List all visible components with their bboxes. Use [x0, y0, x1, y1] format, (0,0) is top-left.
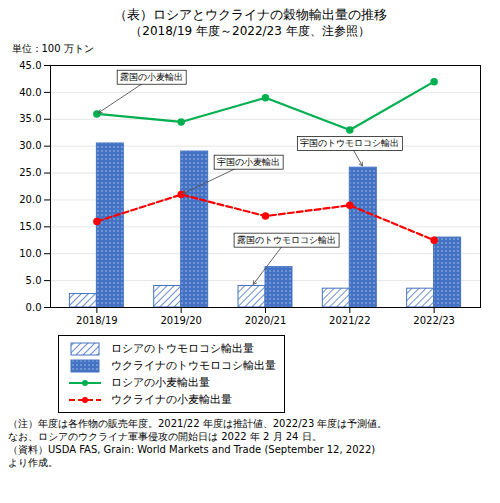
- svg-text:2021/22: 2021/22: [329, 315, 371, 326]
- svg-text:5.0: 5.0: [26, 275, 42, 286]
- svg-text:露国の小麦輸出: 露国の小麦輸出: [120, 72, 183, 82]
- html-text:（注）年度は各作物の販売年度。2021/22 年度は推計値、: （注）年度は各作物の販売年度。2021/22 年度は推計値、2022/23 年度…: [8, 418, 388, 429]
- svg-text:2020/21: 2020/21: [245, 315, 287, 326]
- svg-text:30.0: 30.0: [19, 140, 41, 151]
- svg-text:45.0: 45.0: [19, 60, 41, 71]
- svg-text:2022/23: 2022/23: [413, 315, 455, 326]
- svg-text:宇国の小麦輸出: 宇国の小麦輸出: [217, 157, 280, 167]
- svg-text:25.0: 25.0: [19, 167, 41, 178]
- svg-text:2018/19: 2018/19: [76, 315, 118, 326]
- svg-text:宇国のトウモロコシ輸出: 宇国のトウモロコシ輸出: [300, 138, 399, 148]
- html-text:（資料）USDA FAS, Grain: World Mar: （資料）USDA FAS, Grain: World Markets and T…: [8, 444, 376, 455]
- html-text:ロシアのトウモロコシ輸出量: ロシアのトウモロコシ輸出量: [111, 342, 254, 355]
- svg-text:単位：100 万トン: 単位：100 万トン: [12, 43, 94, 54]
- html-text:ウクライナの小麦輸出量: ウクライナの小麦輸出量: [111, 393, 232, 406]
- svg-text:0.0: 0.0: [26, 302, 42, 313]
- html-text:ロシアの小麦輸出量: ロシアの小麦輸出量: [111, 376, 210, 389]
- html-text:より作成。: より作成。: [8, 457, 58, 468]
- html-text:ウクライナのトウモロコシ輸出量: ウクライナのトウモロコシ輸出量: [111, 359, 276, 372]
- svg-text:15.0: 15.0: [19, 221, 41, 232]
- svg-text:露国のトウモロコシ輸出: 露国のトウモロコシ輸出: [237, 235, 336, 245]
- svg-text:2019/20: 2019/20: [160, 315, 202, 326]
- html-text:（2018/19 年度～2022/23 年度、注参照）: （2018/19 年度～2022/23 年度、注参照）: [130, 24, 370, 38]
- svg-text:10.0: 10.0: [19, 248, 41, 259]
- html-text:（表）ロシアとウクライナの穀物輸出量の推移: （表）ロシアとウクライナの穀物輸出量の推移: [113, 7, 387, 22]
- svg-text:20.0: 20.0: [19, 194, 41, 205]
- svg-text:40.0: 40.0: [19, 87, 41, 98]
- html-text:なお、ロシアのウクライナ軍事侵攻の開始日は 2022 年 2: なお、ロシアのウクライナ軍事侵攻の開始日は 2022 年 2 月 24 日。: [8, 431, 322, 442]
- svg-text:35.0: 35.0: [19, 113, 41, 124]
